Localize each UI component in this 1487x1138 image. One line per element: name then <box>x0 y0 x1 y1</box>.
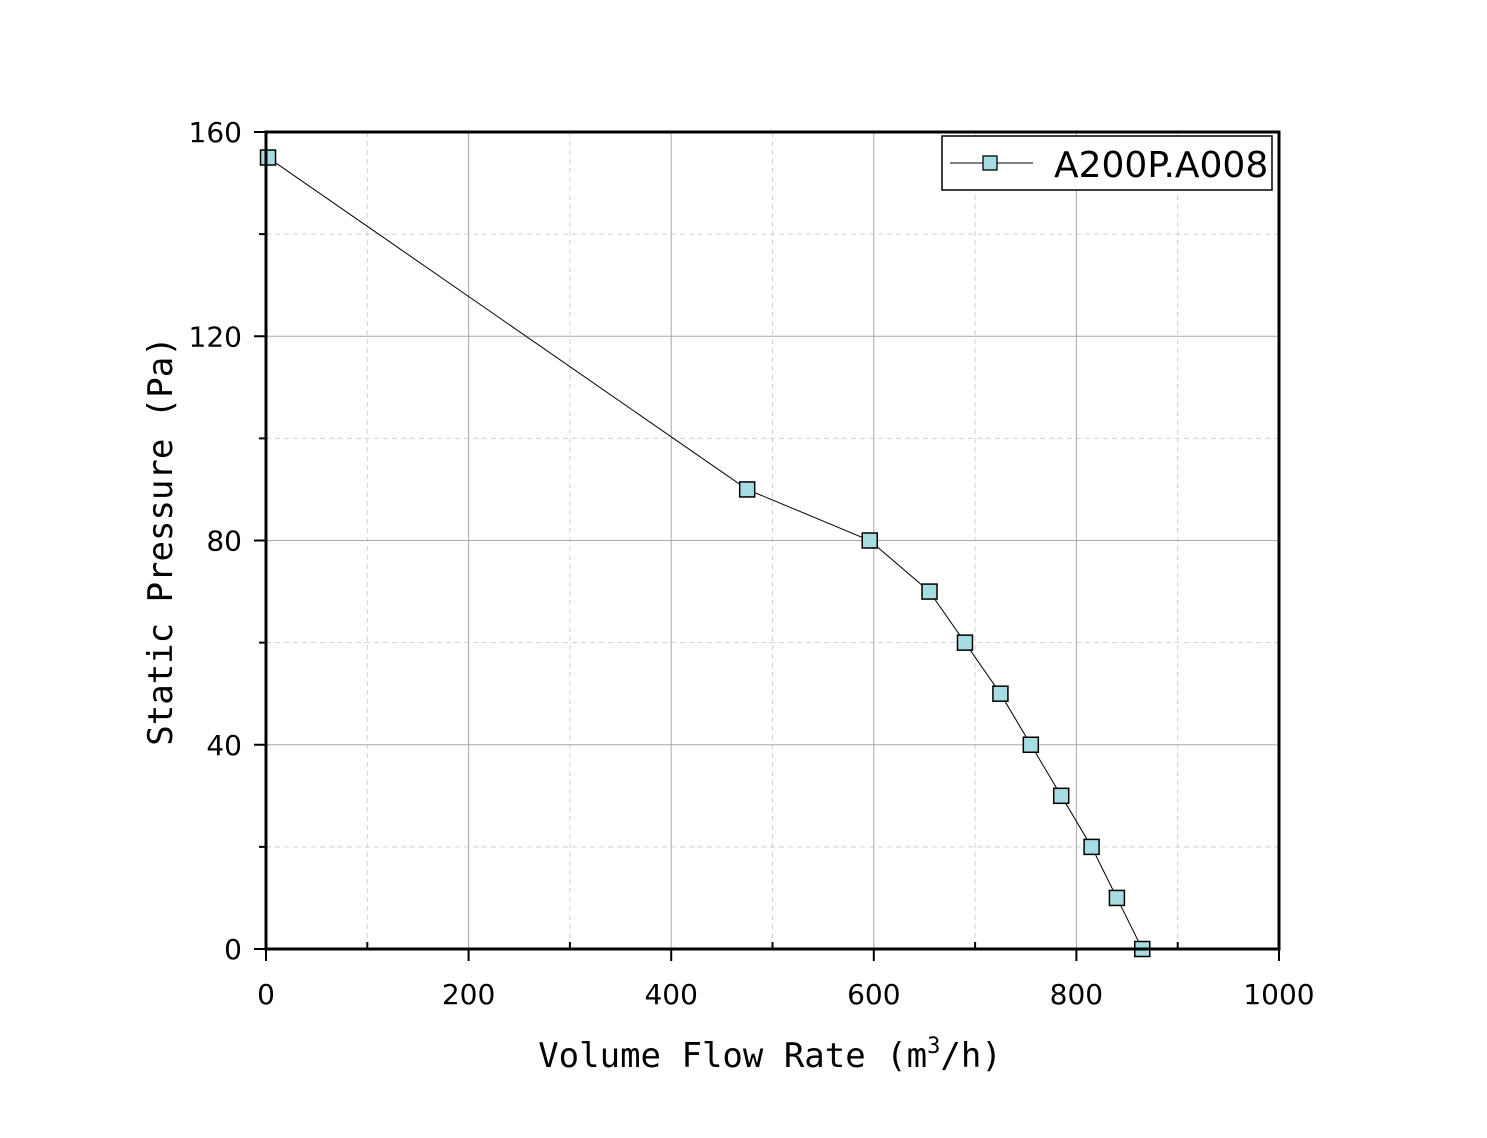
y-tick-label: 40 <box>206 729 242 762</box>
x-tick-label: 800 <box>1050 978 1103 1011</box>
data-point-marker <box>992 685 1009 702</box>
y-axis-title: Static Pressure (Pa) <box>141 336 181 745</box>
x-tick-label: 0 <box>257 978 275 1011</box>
data-point-marker <box>1083 838 1100 856</box>
y-tick-label: 120 <box>189 320 242 353</box>
legend: A200P.A008 <box>941 135 1273 191</box>
y-axis-ticks: 0 40 80 120 160 <box>189 116 266 966</box>
legend-marker-sample <box>982 155 998 171</box>
x-tick-label: 1000 <box>1243 978 1314 1011</box>
y-tick-label: 80 <box>206 525 242 558</box>
series-line <box>267 157 1143 950</box>
series-markers-layer <box>259 149 1151 958</box>
x-axis-title-unit: /h) <box>940 1036 1001 1076</box>
data-point-marker <box>738 481 756 498</box>
x-axis-title-main: Volume Flow Rate (m <box>538 1036 927 1076</box>
data-point-marker <box>921 583 938 600</box>
data-point-marker <box>1022 736 1040 753</box>
x-tick-label: 200 <box>442 978 495 1011</box>
series-line-layer <box>267 157 1143 950</box>
x-tick-label: 600 <box>847 978 900 1011</box>
legend-label-a200p-a008: A200P.A008 <box>1054 145 1268 186</box>
x-tick-label: 400 <box>644 978 697 1011</box>
data-point-marker <box>956 634 974 651</box>
x-axis-title: Volume Flow Rate (m3/h) <box>538 1034 1002 1076</box>
y-tick-label: 160 <box>189 116 242 149</box>
data-point-marker <box>1052 787 1070 805</box>
data-point-marker <box>259 149 277 166</box>
data-point-marker <box>861 532 878 549</box>
y-tick-label: 0 <box>224 933 242 966</box>
x-axis-ticks: 0 200 400 600 800 1000 <box>257 942 1315 1011</box>
x-axis-title-superscript: 3 <box>927 1034 940 1059</box>
major-grid <box>266 132 1279 949</box>
data-point-marker <box>1108 889 1126 907</box>
